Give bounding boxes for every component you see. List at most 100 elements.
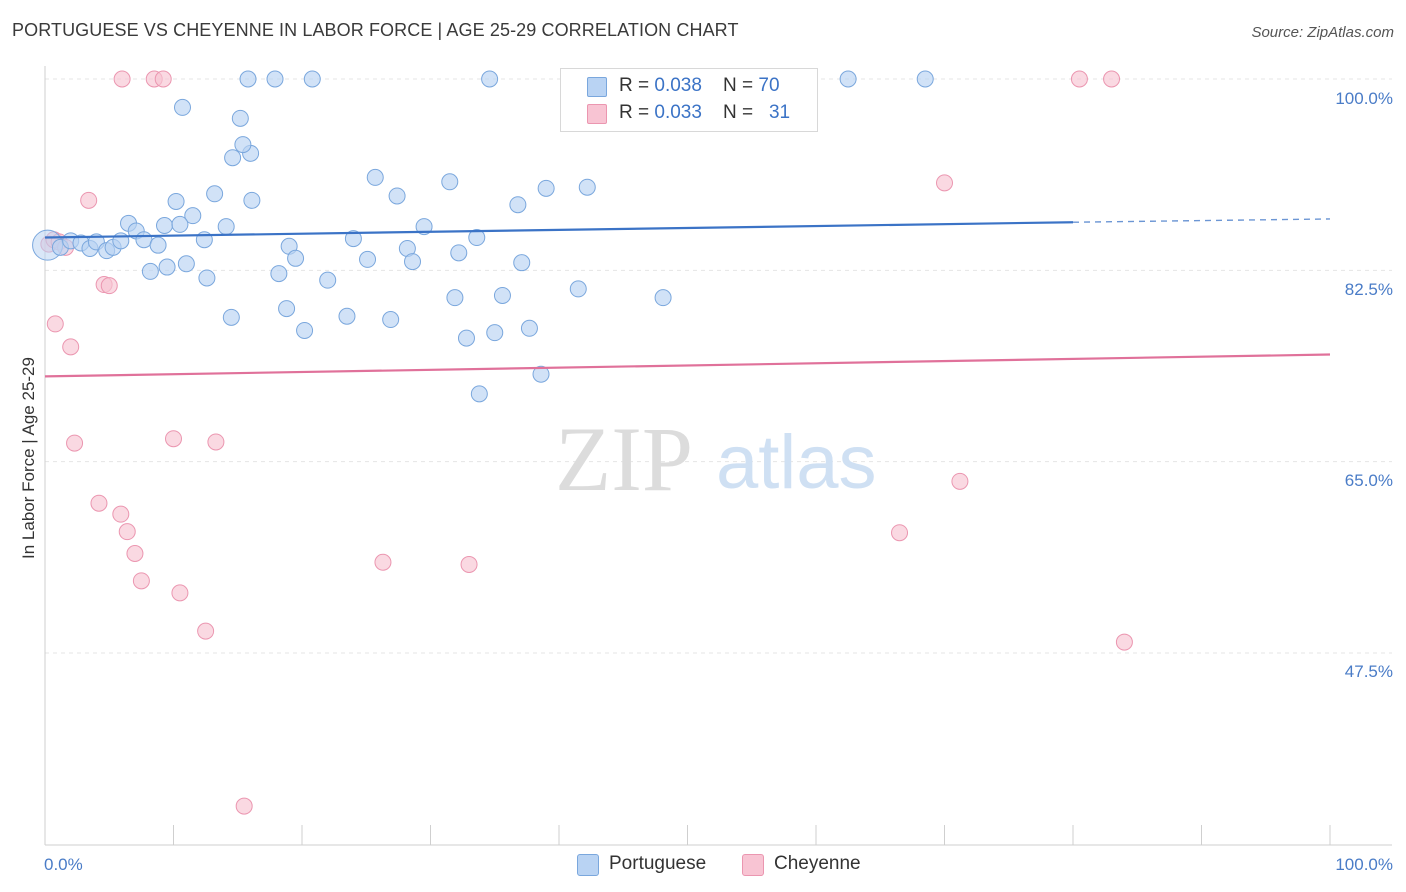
portuguese-point [303,70,321,88]
portuguese-point [224,149,242,167]
watermark-zip: ZIP [555,408,693,510]
cheyenne-legend-swatch [742,854,764,876]
y-tick-label: 47.5% [1345,662,1393,681]
portuguese-point [278,300,296,318]
cheyenne-n-value: 31 [768,102,791,123]
cheyenne-point [197,622,215,640]
cheyenne-point [126,545,144,563]
cheyenne-point [235,797,253,815]
portuguese-point [239,70,257,88]
axis-labels: 100.0% 82.5% 65.0% 47.5% 0.0% 100.0% [44,89,1393,874]
portuguese-point [149,236,167,254]
axes [44,66,1392,846]
portuguese-legend-label: Portuguese [609,853,707,874]
x-tick-label-min: 0.0% [44,855,83,874]
portuguese-point [234,136,252,154]
portuguese-point [493,286,511,304]
portuguese-point [198,269,216,287]
cheyenne-point [80,191,98,209]
portuguese-point [206,185,224,203]
portuguese-point [382,311,400,329]
cheyenne-r-value: 0.033 [654,102,702,123]
portuguese-point [359,250,377,268]
portuguese-point [468,229,486,247]
portuguese-point [158,258,176,276]
y-tick-label: 65.0% [1345,471,1393,490]
cheyenne-point [62,338,80,356]
cheyenne-point [46,315,64,333]
cheyenne-point [207,433,225,451]
portuguese-point [231,109,249,127]
portuguese-point [287,249,305,267]
portuguese-point [404,253,422,271]
portuguese-point [112,232,130,250]
portuguese-point [839,70,857,88]
cheyenne-point [891,524,909,542]
portuguese-point [446,289,464,307]
cheyenne-point [66,434,84,452]
portuguese-point [513,254,531,272]
portuguese-point [177,255,195,273]
portuguese-point [296,321,314,339]
portuguese-point [509,196,527,214]
portuguese-point [135,231,153,249]
portuguese-point [450,244,468,262]
watermark-atlas: atlas [716,420,877,505]
x-tick-label-max: 100.0% [1335,855,1393,874]
portuguese-point [270,265,288,283]
portuguese-point [156,217,174,235]
cheyenne-point [132,572,150,590]
portuguese-n-value: 70 [758,75,780,96]
portuguese-point [470,385,488,403]
portuguese-point [916,70,934,88]
portuguese-point [520,319,538,337]
portuguese-point [388,187,406,205]
portuguese-point [171,215,189,233]
cheyenne-point [112,505,130,523]
cheyenne-point [118,523,136,541]
portuguese-legend-swatch [577,854,599,876]
portuguese-point [578,178,596,196]
y-tick-label: 82.5% [1345,280,1393,299]
portuguese-trend-extension [1072,218,1331,223]
portuguese-point [266,70,284,88]
cheyenne-point [1115,633,1133,651]
cheyenne-point [951,472,969,490]
portuguese-point [243,191,261,209]
portuguese-point [569,280,587,298]
portuguese-swatch [587,77,607,97]
portuguese-point [415,218,433,236]
source-label: Source: ZipAtlas.com [1251,24,1394,41]
portuguese-trend-line [44,221,1074,239]
y-axis-label: In Labor Force | Age 25-29 [19,357,38,559]
portuguese-point [486,324,504,342]
portuguese-point [481,70,499,88]
legend-portuguese-text: R = 0.038 N = 70 [619,75,780,96]
cheyenne-point [165,430,182,448]
chart-title: PORTUGUESE VS CHEYENNE IN LABOR FORCE | … [12,20,739,40]
cheyenne-point [171,584,189,602]
portuguese-point [366,168,384,186]
portuguese-point [319,271,337,289]
portuguese-point [222,308,240,326]
cheyenne-legend-label: Cheyenne [774,853,861,874]
portuguese-point [217,218,235,236]
cheyenne-trend-line [44,353,1331,378]
cheyenne-point [374,553,392,571]
portuguese-point [167,192,185,210]
cheyenne-point [936,174,953,192]
y-tick-label: 100.0% [1335,89,1393,108]
watermark: ZIP atlas [555,408,877,510]
portuguese-point [537,179,555,197]
legend: R = 0.038 N = 70 R = 0.033 N = 31 [560,68,818,132]
portuguese-point [654,289,672,307]
cheyenne-point [113,70,131,88]
portuguese-point [173,98,191,116]
portuguese-point [441,173,459,191]
portuguese-point [184,207,202,225]
portuguese-point [457,329,475,347]
bottom-legend: Portuguese Cheyenne [0,852,1406,878]
portuguese-point [344,230,362,248]
portuguese-r-value: 0.038 [654,75,702,96]
